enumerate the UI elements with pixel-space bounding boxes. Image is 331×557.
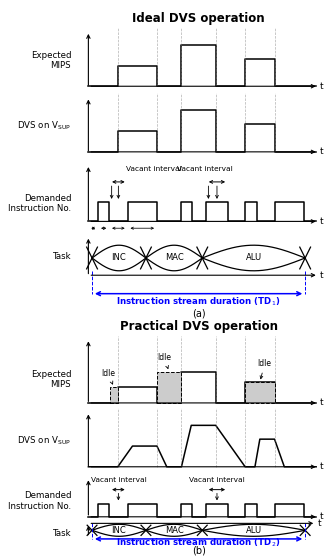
Text: (a): (a) — [192, 309, 206, 319]
Text: Instruction stream duration (TD$_2$): Instruction stream duration (TD$_2$) — [117, 536, 281, 549]
Text: (b): (b) — [192, 546, 206, 556]
Text: DVS on V$_{\rm SUP}$: DVS on V$_{\rm SUP}$ — [18, 434, 71, 447]
Text: Expected
MIPS: Expected MIPS — [31, 51, 71, 70]
Text: Demanded
Instruction No.: Demanded Instruction No. — [8, 491, 71, 511]
Text: ALU: ALU — [246, 526, 262, 535]
Text: Vacant interval: Vacant interval — [90, 477, 146, 483]
Text: Vacant interval: Vacant interval — [177, 166, 233, 172]
Text: MAC: MAC — [165, 526, 183, 535]
Text: MAC: MAC — [165, 253, 183, 262]
Bar — [245, 382, 274, 403]
Text: t: t — [320, 271, 323, 280]
Text: Instruction stream duration (TD$_1$): Instruction stream duration (TD$_1$) — [117, 296, 281, 308]
Text: t: t — [320, 512, 323, 521]
Text: t: t — [320, 462, 323, 471]
Text: Idle: Idle — [258, 359, 272, 379]
Text: Task: Task — [53, 252, 71, 261]
Text: t: t — [317, 519, 321, 528]
Text: INC: INC — [112, 253, 126, 262]
Text: Expected
MIPS: Expected MIPS — [31, 369, 71, 389]
Text: Task: Task — [53, 529, 71, 538]
Text: Demanded
Instruction No.: Demanded Instruction No. — [8, 194, 71, 213]
Text: Practical DVS operation: Practical DVS operation — [119, 320, 278, 334]
Text: Vacant interval: Vacant interval — [189, 477, 245, 483]
Text: Ideal DVS operation: Ideal DVS operation — [132, 12, 265, 25]
Text: t: t — [320, 148, 323, 157]
Text: INC: INC — [112, 526, 126, 535]
Text: Vacant interval: Vacant interval — [126, 166, 182, 172]
Text: t: t — [320, 398, 323, 407]
Text: ALU: ALU — [246, 253, 262, 262]
Text: t: t — [320, 217, 323, 226]
Bar — [157, 372, 181, 403]
Text: DVS on V$_{\rm SUP}$: DVS on V$_{\rm SUP}$ — [18, 120, 71, 132]
Bar — [111, 388, 118, 403]
Text: t: t — [320, 82, 323, 91]
Text: Idle: Idle — [101, 369, 115, 384]
Text: Idle: Idle — [157, 353, 171, 369]
